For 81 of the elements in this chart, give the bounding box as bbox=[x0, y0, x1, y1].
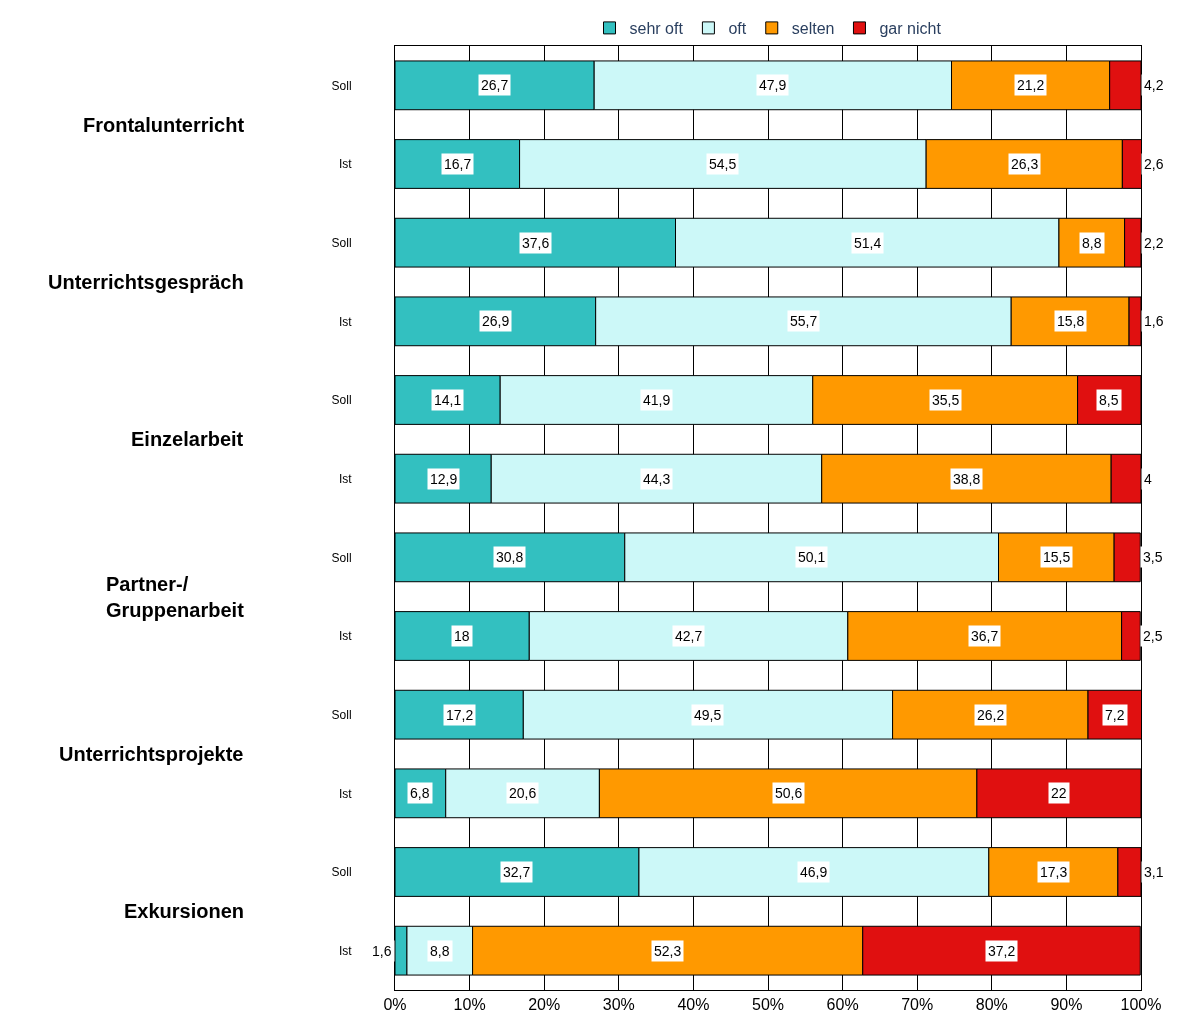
data-label: 17,3 bbox=[1040, 864, 1068, 880]
y-tick-label: Soll bbox=[331, 235, 352, 250]
data-label: 4,2 bbox=[1144, 77, 1164, 93]
x-tick-label: 70% bbox=[901, 996, 934, 1014]
data-label: 52,3 bbox=[654, 943, 682, 959]
data-label: 15,8 bbox=[1057, 313, 1085, 329]
x-tick-label: 60% bbox=[826, 996, 859, 1014]
data-label: 1,6 bbox=[1144, 313, 1164, 329]
text: Unterrichtsgespräch bbox=[48, 271, 244, 293]
data-label: 15,5 bbox=[1043, 549, 1071, 565]
data-label: 3,5 bbox=[1143, 549, 1163, 565]
y-tick-label: Soll bbox=[331, 865, 352, 880]
data-label: 7,2 bbox=[1105, 707, 1125, 723]
data-label: 37,2 bbox=[988, 943, 1016, 959]
data-label: 8,8 bbox=[430, 943, 450, 959]
x-tick-label: 40% bbox=[677, 996, 710, 1014]
y-tick-label: Soll bbox=[331, 393, 352, 408]
data-label: 20,6 bbox=[509, 785, 537, 801]
data-label: 4 bbox=[1144, 471, 1152, 487]
data-label: 54,5 bbox=[709, 156, 737, 172]
x-tick-label: 100% bbox=[1120, 996, 1162, 1014]
data-label: 8,5 bbox=[1099, 392, 1119, 408]
data-label: 49,5 bbox=[694, 707, 722, 723]
data-label: 2,5 bbox=[1143, 628, 1163, 644]
x-tick-label: 10% bbox=[453, 996, 486, 1014]
y-tick-label: Ist bbox=[338, 943, 353, 958]
data-label: 55,7 bbox=[790, 313, 818, 329]
data-label: 22 bbox=[1051, 785, 1067, 801]
legend-label: oft bbox=[728, 20, 747, 38]
data-label: 46,9 bbox=[800, 864, 828, 880]
y-tick-label: Soll bbox=[331, 550, 352, 565]
y-tick-label: Ist bbox=[338, 314, 353, 329]
y-tick-label: Soll bbox=[331, 707, 352, 722]
data-label: 26,9 bbox=[482, 313, 510, 329]
data-label: 38,8 bbox=[953, 471, 981, 487]
text: Exkursionen bbox=[124, 900, 245, 922]
data-label: 50,6 bbox=[775, 785, 803, 801]
x-tick-label: 0% bbox=[383, 996, 407, 1014]
data-label: 42,7 bbox=[675, 628, 703, 644]
data-label: 1,6 bbox=[372, 943, 392, 959]
text: Einzelarbeit bbox=[131, 428, 244, 450]
x-tick-label: 20% bbox=[528, 996, 561, 1014]
data-label: 18 bbox=[454, 628, 470, 644]
y-tick-label: Ist bbox=[338, 471, 353, 486]
data-label: 2,2 bbox=[1144, 235, 1164, 251]
data-label: 37,6 bbox=[522, 235, 550, 251]
data-label: 8,8 bbox=[1082, 235, 1102, 251]
text: Partner-/ Gruppenarbeit bbox=[106, 573, 245, 621]
legend-label: selten bbox=[791, 20, 835, 38]
data-label: 50,1 bbox=[798, 549, 826, 565]
data-label: 14,1 bbox=[434, 392, 462, 408]
text: Frontalunterricht bbox=[83, 114, 245, 136]
x-tick-label: 30% bbox=[602, 996, 635, 1014]
legend-label: gar nicht bbox=[879, 20, 942, 38]
data-label: 51,4 bbox=[854, 235, 882, 251]
x-tick-label: 90% bbox=[1050, 996, 1083, 1014]
data-label: 36,7 bbox=[971, 628, 999, 644]
data-label: 21,2 bbox=[1017, 77, 1045, 93]
data-label: 30,8 bbox=[496, 549, 524, 565]
data-label: 35,5 bbox=[932, 392, 960, 408]
data-label: 26,3 bbox=[1011, 156, 1039, 172]
data-label: 26,7 bbox=[481, 77, 509, 93]
x-tick-label: 80% bbox=[975, 996, 1008, 1014]
data-label: 12,9 bbox=[430, 471, 458, 487]
data-label: 16,7 bbox=[444, 156, 472, 172]
data-label: 32,7 bbox=[503, 864, 531, 880]
legend-label: sehr oft bbox=[629, 20, 684, 38]
data-label: 44,3 bbox=[643, 471, 671, 487]
data-label: 3,1 bbox=[1144, 864, 1164, 880]
data-label: 26,2 bbox=[977, 707, 1005, 723]
data-label: 2,6 bbox=[1144, 156, 1164, 172]
data-label: 41,9 bbox=[643, 392, 671, 408]
data-label: 17,2 bbox=[446, 707, 474, 723]
text: Unterrichtsprojekte bbox=[59, 743, 244, 765]
y-tick-label: Soll bbox=[331, 78, 352, 93]
x-tick-label: 50% bbox=[751, 996, 785, 1014]
data-label: 47,9 bbox=[759, 77, 787, 93]
y-tick-label: Ist bbox=[338, 786, 353, 801]
y-tick-label: Ist bbox=[338, 157, 353, 172]
y-tick-label: Ist bbox=[338, 629, 353, 644]
data-label: 6,8 bbox=[410, 785, 430, 801]
